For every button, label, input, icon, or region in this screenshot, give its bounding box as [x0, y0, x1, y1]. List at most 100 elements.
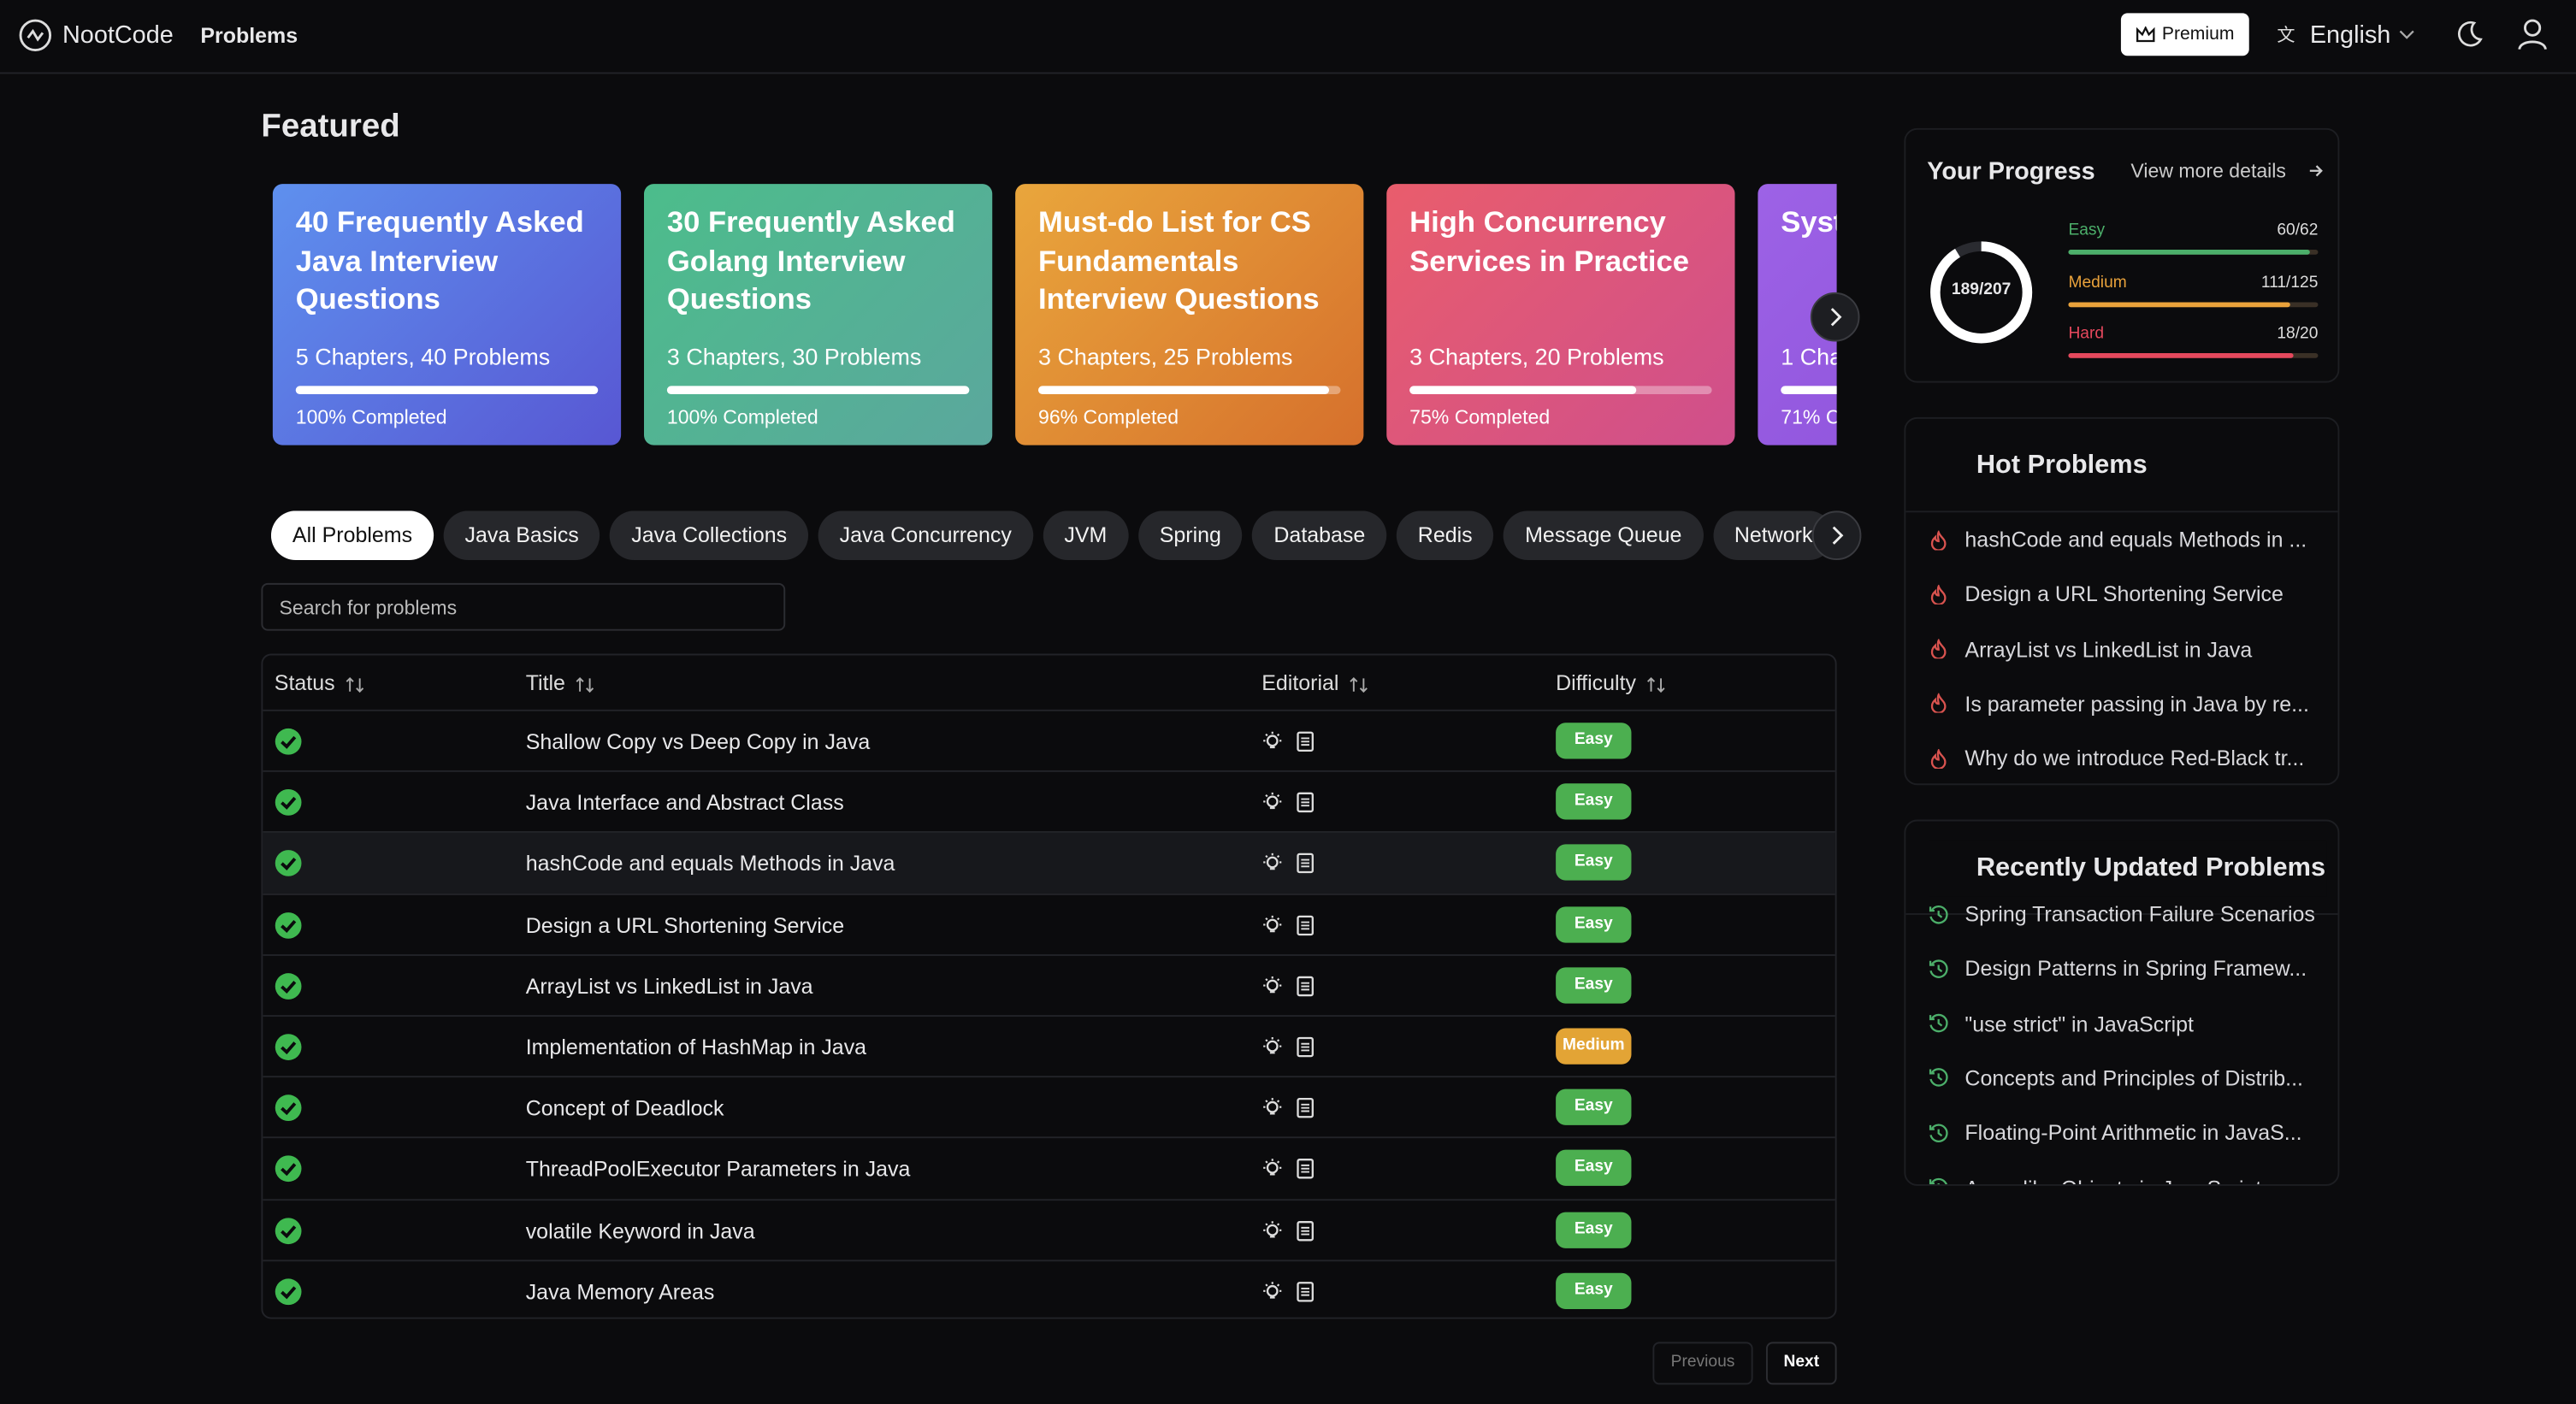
card-meta: 1 Cha [1781, 343, 1837, 370]
problem-title[interactable]: Concept of Deadlock [525, 1095, 724, 1121]
problem-title[interactable]: Implementation of HashMap in Java [525, 1035, 867, 1059]
problem-row[interactable]: Shallow Copy vs Deep Copy in Java Easy [263, 709, 1835, 772]
solved-icon [275, 1278, 302, 1305]
featured-card[interactable]: Must-do List for CS Fundamentals Intervi… [1015, 184, 1364, 445]
card-meta: 3 Chapters, 20 Problems [1409, 343, 1664, 370]
problem-row[interactable]: hashCode and equals Methods in Java Easy [263, 831, 1835, 894]
list-item[interactable]: Spring Transaction Failure Scenarios [1929, 901, 2315, 927]
card-title: 30 Frequently Asked Golang Interview Que… [666, 205, 955, 316]
difficulty-badge: Easy [1556, 967, 1632, 1004]
featured-card[interactable]: 40 Frequently Asked Java Interview Quest… [272, 184, 622, 445]
tag-pill[interactable]: Message Queue [1504, 510, 1704, 561]
previous-button[interactable]: Previous [1652, 1342, 1753, 1385]
editorial-cell [1261, 1281, 1314, 1302]
status-cell [275, 1217, 303, 1245]
list-item[interactable]: hashCode and equals Methods in ... [1929, 528, 2307, 552]
tag-pill[interactable]: Java Collections [610, 510, 809, 561]
crown-icon [2136, 26, 2155, 43]
list-item[interactable]: Design Patterns in Spring Framew... [1929, 956, 2307, 982]
item-title: Design Patterns in Spring Framew... [1964, 956, 2307, 982]
featured-carousel: 40 Frequently Asked Java Interview Quest… [261, 0, 1837, 476]
problem-row[interactable]: Java Interface and Abstract Class Easy [263, 770, 1835, 833]
card-meta: 3 Chapters, 25 Problems [1038, 343, 1293, 370]
column-header[interactable]: Status [275, 655, 364, 709]
premium-button[interactable]: Premium [2120, 13, 2249, 56]
language-select[interactable]: English [2309, 21, 2391, 50]
list-item[interactable]: Is parameter passing in Java by re... [1929, 691, 2309, 716]
tag-pill[interactable]: All Problems [270, 510, 434, 561]
item-title: Concepts and Principles of Distrib... [1964, 1065, 2304, 1091]
list-item[interactable]: Floating-Point Arithmetic in JavaS... [1929, 1120, 2302, 1145]
theme-toggle[interactable] [2455, 20, 2484, 50]
difficulty-badge: Easy [1556, 723, 1632, 759]
tag-pill[interactable]: Network [1712, 510, 1824, 561]
problem-title[interactable]: hashCode and equals Methods in Java [525, 851, 895, 876]
solved-icon [275, 972, 302, 1000]
status-cell [275, 1094, 303, 1123]
problem-row[interactable]: volatile Keyword in Java Easy [263, 1198, 1835, 1260]
carousel-next[interactable] [1810, 292, 1860, 342]
column-header[interactable]: Editorial [1261, 655, 1368, 709]
list-item[interactable]: "use strict" in JavaScript [1929, 1012, 2194, 1035]
list-item[interactable]: Concepts and Principles of Distrib... [1929, 1065, 2303, 1090]
tag-pill[interactable]: Java Basics [443, 510, 600, 561]
column-header-label: Title [525, 670, 565, 695]
problem-row[interactable]: ThreadPoolExecutor Parameters in Java Eas… [263, 1137, 1835, 1200]
problem-row[interactable]: ArrayList vs LinkedList in Java Easy [263, 953, 1835, 1017]
nav-link[interactable]: Problems [200, 22, 298, 48]
tags-next[interactable] [1811, 510, 1862, 561]
logo[interactable]: NootCode [62, 21, 174, 50]
difficulty-badge: Easy [1556, 1150, 1632, 1187]
problem-title[interactable]: volatile Keyword in Java [525, 1218, 755, 1243]
doc-icon [1297, 853, 1314, 874]
problem-title[interactable]: Shallow Copy vs Deep Copy in Java [525, 729, 871, 754]
item-icon [1929, 905, 1948, 923]
item-title: Spring Transaction Failure Scenarios [1964, 901, 2315, 927]
editorial-cell [1261, 1036, 1314, 1058]
user-icon[interactable] [2517, 18, 2548, 50]
tag-pill[interactable]: Database [1252, 510, 1387, 561]
sort-icon [1350, 676, 1368, 693]
item-icon [1930, 584, 1947, 605]
solved-icon [275, 728, 302, 755]
view-details-link[interactable]: View more details [2130, 159, 2286, 183]
item-icon [1930, 693, 1947, 714]
tag-pill[interactable]: Spring [1137, 510, 1243, 561]
tag-pill[interactable]: Java Concurrency [818, 510, 1033, 561]
tag-pill[interactable]: Redis [1396, 510, 1494, 561]
featured-card[interactable]: High Concurrency Services in Practice 3 C… [1386, 184, 1735, 445]
heading-icon [1929, 451, 1959, 481]
next-button[interactable]: Next [1765, 1342, 1837, 1385]
search-input[interactable]: Search for problems [261, 582, 786, 631]
sort-icon [1646, 676, 1665, 693]
problem-row[interactable]: Java Memory Areas Easy [263, 1259, 1835, 1318]
featured-card[interactable]: 30 Frequently Asked Golang Interview Que… [644, 184, 993, 445]
problem-row[interactable]: Design a URL Shortening Service Easy [263, 893, 1835, 955]
doc-icon [1297, 976, 1314, 996]
column-header[interactable]: Title [526, 655, 595, 709]
logo-icon [19, 19, 52, 52]
problem-title[interactable]: Design a URL Shortening Service [525, 912, 845, 938]
problem-title[interactable]: Java Memory Areas [525, 1279, 715, 1304]
list-item[interactable]: Array-like Objects in JavaScript [1929, 1175, 2261, 1184]
problem-title[interactable]: ArrayList vs LinkedList in Java [525, 973, 813, 999]
list-item[interactable]: Design a URL Shortening Service [1929, 581, 2284, 607]
tag-pill[interactable]: JVM [1043, 510, 1129, 561]
list-item[interactable]: Why do we introduce Red-Black tr... [1929, 746, 2304, 770]
level-count: 18/20 [2277, 325, 2319, 344]
hint-icon [1263, 853, 1282, 870]
list-item[interactable]: ArrayList vs LinkedList in Java [1929, 637, 2252, 661]
problem-title[interactable]: Java Interface and Abstract Class [525, 790, 844, 816]
solved-icon [275, 1034, 302, 1060]
problem-row[interactable]: Implementation of HashMap in Java Medium [263, 1015, 1835, 1077]
status-cell [275, 850, 303, 878]
card-meta: 3 Chapters, 30 Problems [666, 343, 922, 370]
problem-row[interactable]: Concept of Deadlock Easy [263, 1076, 1835, 1139]
sort-icon [576, 676, 594, 693]
item-title: Design a URL Shortening Service [1964, 581, 2284, 607]
chevron-icon [2399, 30, 2414, 39]
column-header[interactable]: Difficulty [1556, 655, 1665, 709]
problem-title[interactable]: ThreadPoolExecutor Parameters in Java [525, 1157, 911, 1182]
solved-icon [275, 1094, 302, 1122]
